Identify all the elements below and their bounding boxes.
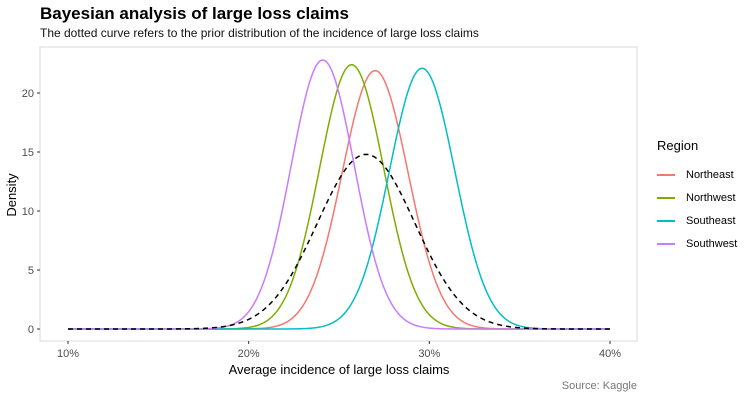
legend-title: Region (657, 138, 699, 153)
legend-item-northwest: Northwest (657, 186, 737, 209)
x-tick-label: 10% (57, 348, 79, 360)
x-axis-label: Average incidence of large loss claims (229, 362, 450, 377)
y-tick-label: 0 (28, 324, 34, 336)
legend-label: Northeast (686, 168, 734, 181)
y-tick-label: 5 (28, 265, 34, 277)
legend-items: Northeast Northwest Southeast Southwest (657, 163, 737, 255)
legend-label: Southwest (686, 237, 738, 250)
curve-prior (68, 153, 610, 330)
legend-item-northeast: Northeast (657, 163, 737, 186)
legend-label: Southeast (686, 214, 736, 227)
y-tick-label: 10 (22, 206, 34, 218)
legend-item-southeast: Southeast (657, 209, 737, 232)
chart-caption: Source: Kaggle (561, 380, 637, 392)
legend-label: Northwest (686, 191, 736, 204)
y-tick-label: 20 (22, 88, 34, 100)
x-axis-ticks: 10% 20% 30% 40% (57, 341, 621, 360)
y-tick-label: 15 (22, 147, 34, 159)
x-tick-label: 40% (599, 348, 621, 360)
legend-key (657, 196, 675, 199)
legend-key (657, 219, 675, 222)
legend-key (657, 242, 675, 245)
x-tick-label: 20% (238, 348, 260, 360)
curves-layer (68, 59, 610, 330)
x-tick-label: 30% (418, 348, 440, 360)
legend-key (657, 173, 675, 176)
legend: Region Northeast Northwest Southeast Southw… (657, 138, 737, 255)
y-axis-label: Density (4, 173, 19, 217)
plot-panel-border (39, 46, 638, 342)
y-axis-ticks: 0 5 10 15 20 (22, 88, 40, 336)
legend-item-southwest: Southwest (657, 232, 737, 255)
curve-southeast (68, 67, 610, 330)
chart-subtitle: The dotted curve refers to the prior dis… (40, 26, 479, 40)
curve-southwest (68, 59, 610, 330)
curve-northeast (68, 69, 610, 330)
curve-northwest (68, 63, 610, 330)
chart-title: Bayesian analysis of large loss claims (40, 4, 349, 23)
